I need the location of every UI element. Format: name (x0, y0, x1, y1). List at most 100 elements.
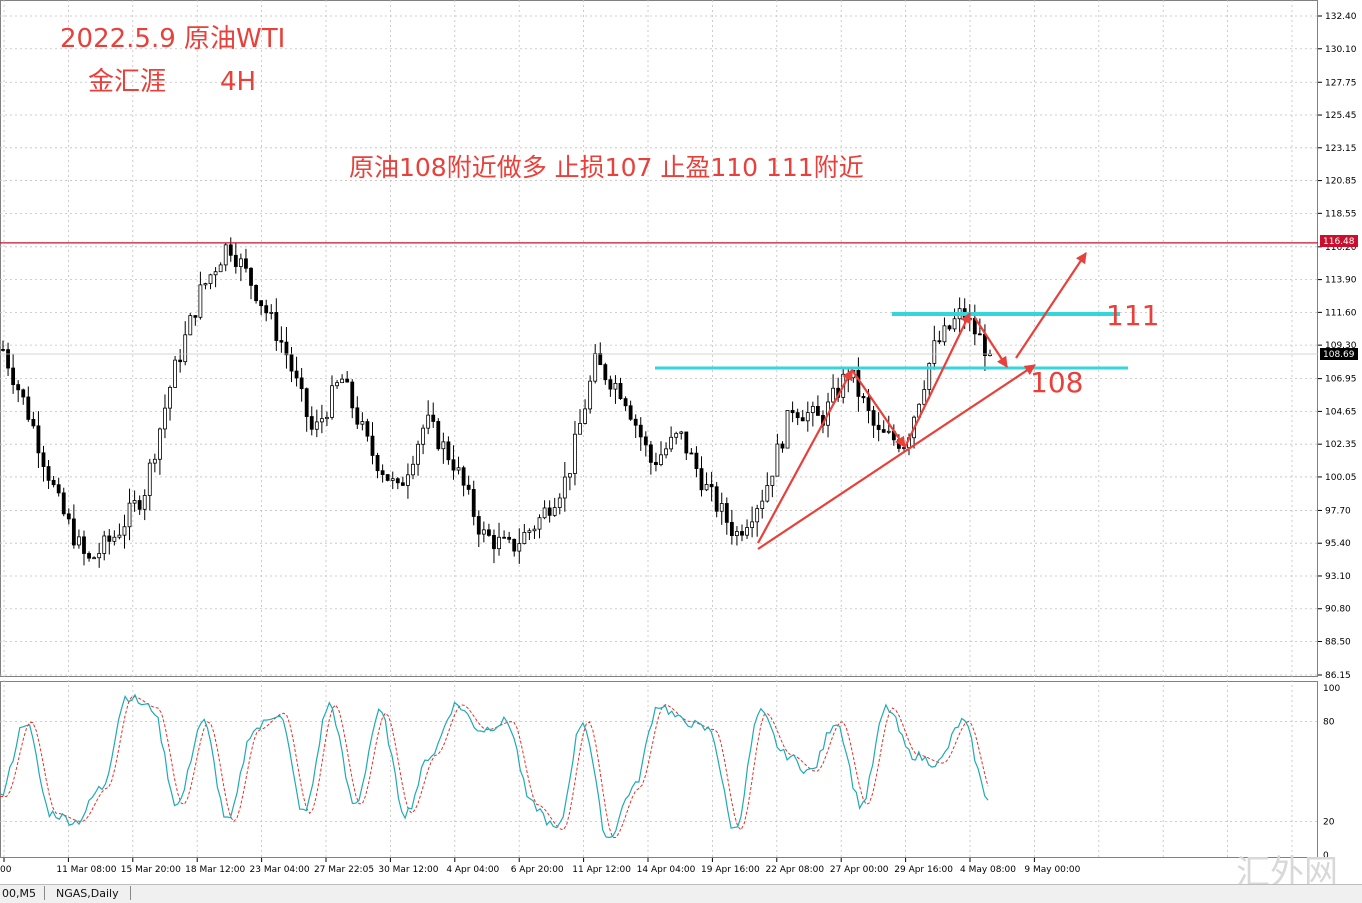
osc-level-label: 100 (1323, 684, 1340, 694)
candle-body (446, 441, 451, 461)
candle-body (967, 317, 972, 321)
candle-body (284, 341, 289, 356)
candle-body (117, 534, 122, 538)
candle-body (547, 507, 552, 516)
candle-body (244, 258, 248, 269)
wave-arrow-1 (757, 369, 853, 544)
candle-body (102, 535, 107, 554)
candle-body (26, 396, 31, 420)
time-tick-label: 27 Apr 00:00 (830, 865, 889, 875)
price-tick-label: 113.90 (1325, 276, 1357, 286)
candle-body (380, 470, 385, 475)
candle-body (269, 311, 274, 314)
time-tick-label: 22 Apr 08:00 (765, 865, 824, 875)
candle-body (279, 340, 284, 343)
candle-body (932, 340, 937, 364)
candle-body (228, 244, 233, 256)
candle-body (922, 389, 927, 405)
candle-body (689, 452, 694, 455)
candle-body (947, 325, 952, 330)
candle-body (345, 378, 350, 383)
price-tick-label: 111.60 (1325, 308, 1357, 318)
candle-body (497, 536, 501, 550)
candle-body (583, 408, 587, 424)
time-tick-label: 18 Mar 12:00 (185, 865, 245, 875)
tab-separator (44, 886, 45, 900)
candle-body (471, 489, 476, 517)
price-tick-label: 97.70 (1325, 506, 1351, 516)
candle-body (623, 398, 628, 407)
price-tick-label: 86.15 (1325, 671, 1351, 681)
candle-body (375, 455, 380, 472)
candle-body (674, 432, 679, 438)
candle-body (400, 482, 405, 486)
candle-body (654, 461, 658, 465)
time-tick-label: 23 Mar 04:00 (250, 865, 310, 875)
candle-body (679, 431, 684, 434)
price-tick-label: 109.30 (1325, 341, 1357, 351)
candle-body (669, 436, 674, 450)
candle-body (942, 325, 947, 343)
candle-body (82, 536, 86, 554)
watermark: 汇外网 (1236, 853, 1338, 884)
candle-body (289, 354, 294, 372)
candle-body (598, 353, 603, 366)
candle-body (816, 406, 820, 416)
tab-chart-m5[interactable]: 00,M5 (2, 887, 36, 900)
candle-body (264, 305, 269, 314)
candle-body (395, 478, 400, 484)
candle-body (426, 414, 431, 429)
candle-body (51, 479, 56, 486)
price-tick-label: 102.35 (1325, 440, 1357, 450)
level-111-label: 111 (1106, 299, 1159, 332)
candle-body (684, 431, 689, 454)
candle-body (532, 528, 537, 532)
candle-body (659, 454, 663, 465)
candle-body (456, 467, 461, 471)
candle-body (31, 418, 36, 427)
candle-body (335, 382, 339, 387)
price-axis: 132.40 130.10 127.75 125.45 123.15 120.85 118.… (1318, 12, 1357, 681)
candle-body (800, 417, 805, 422)
candle-body (714, 486, 719, 512)
candle-body (370, 435, 375, 456)
candle-body (127, 502, 132, 528)
candle-body (390, 478, 395, 481)
candle-body (704, 484, 709, 491)
projection-arrow (1015, 252, 1087, 359)
candle-body (350, 381, 355, 409)
title-timeframe: 4H (220, 67, 256, 97)
price-chart[interactable]: 132.40 130.10 127.75 125.45 123.15 120.85 118.… (0, 0, 1362, 884)
candle-body (183, 334, 188, 363)
chart-tabs-bar: 00,M5 NGAS,Daily (0, 884, 1362, 903)
candle-body (512, 538, 517, 552)
candle-body (1, 349, 5, 351)
candle-body (46, 466, 51, 481)
oscillator-panel-frame (0, 681, 1318, 858)
strategy-note: 原油108附近做多 止损107 止盈110 111附近 (349, 153, 864, 182)
candle-body (780, 443, 785, 449)
time-tick-label: 4 May 08:00 (960, 865, 1016, 875)
candlesticks (1, 237, 992, 568)
candle-body (168, 386, 172, 409)
candle-body (431, 414, 436, 422)
candle-body (861, 395, 866, 399)
candle-body (218, 264, 223, 273)
candle-body (542, 507, 547, 519)
candle-body (805, 412, 810, 422)
candle-body (927, 363, 932, 390)
candle-body (724, 503, 729, 523)
candle-body (325, 416, 329, 420)
candle-body (233, 254, 238, 267)
price-tick-label: 130.10 (1325, 45, 1357, 55)
candle-body (522, 532, 527, 545)
candle-body (147, 462, 152, 496)
candle-body (856, 369, 861, 397)
tab-chart-ngas-daily[interactable]: NGAS,Daily (56, 887, 119, 900)
candle-body (633, 418, 638, 426)
stochastic-signal-line (0, 696, 989, 839)
time-tick-label: 4 Apr 04:00 (446, 865, 499, 875)
price-tick-label: 106.95 (1325, 375, 1357, 385)
candle-body (249, 267, 253, 286)
price-tick-label: 93.10 (1325, 572, 1351, 582)
